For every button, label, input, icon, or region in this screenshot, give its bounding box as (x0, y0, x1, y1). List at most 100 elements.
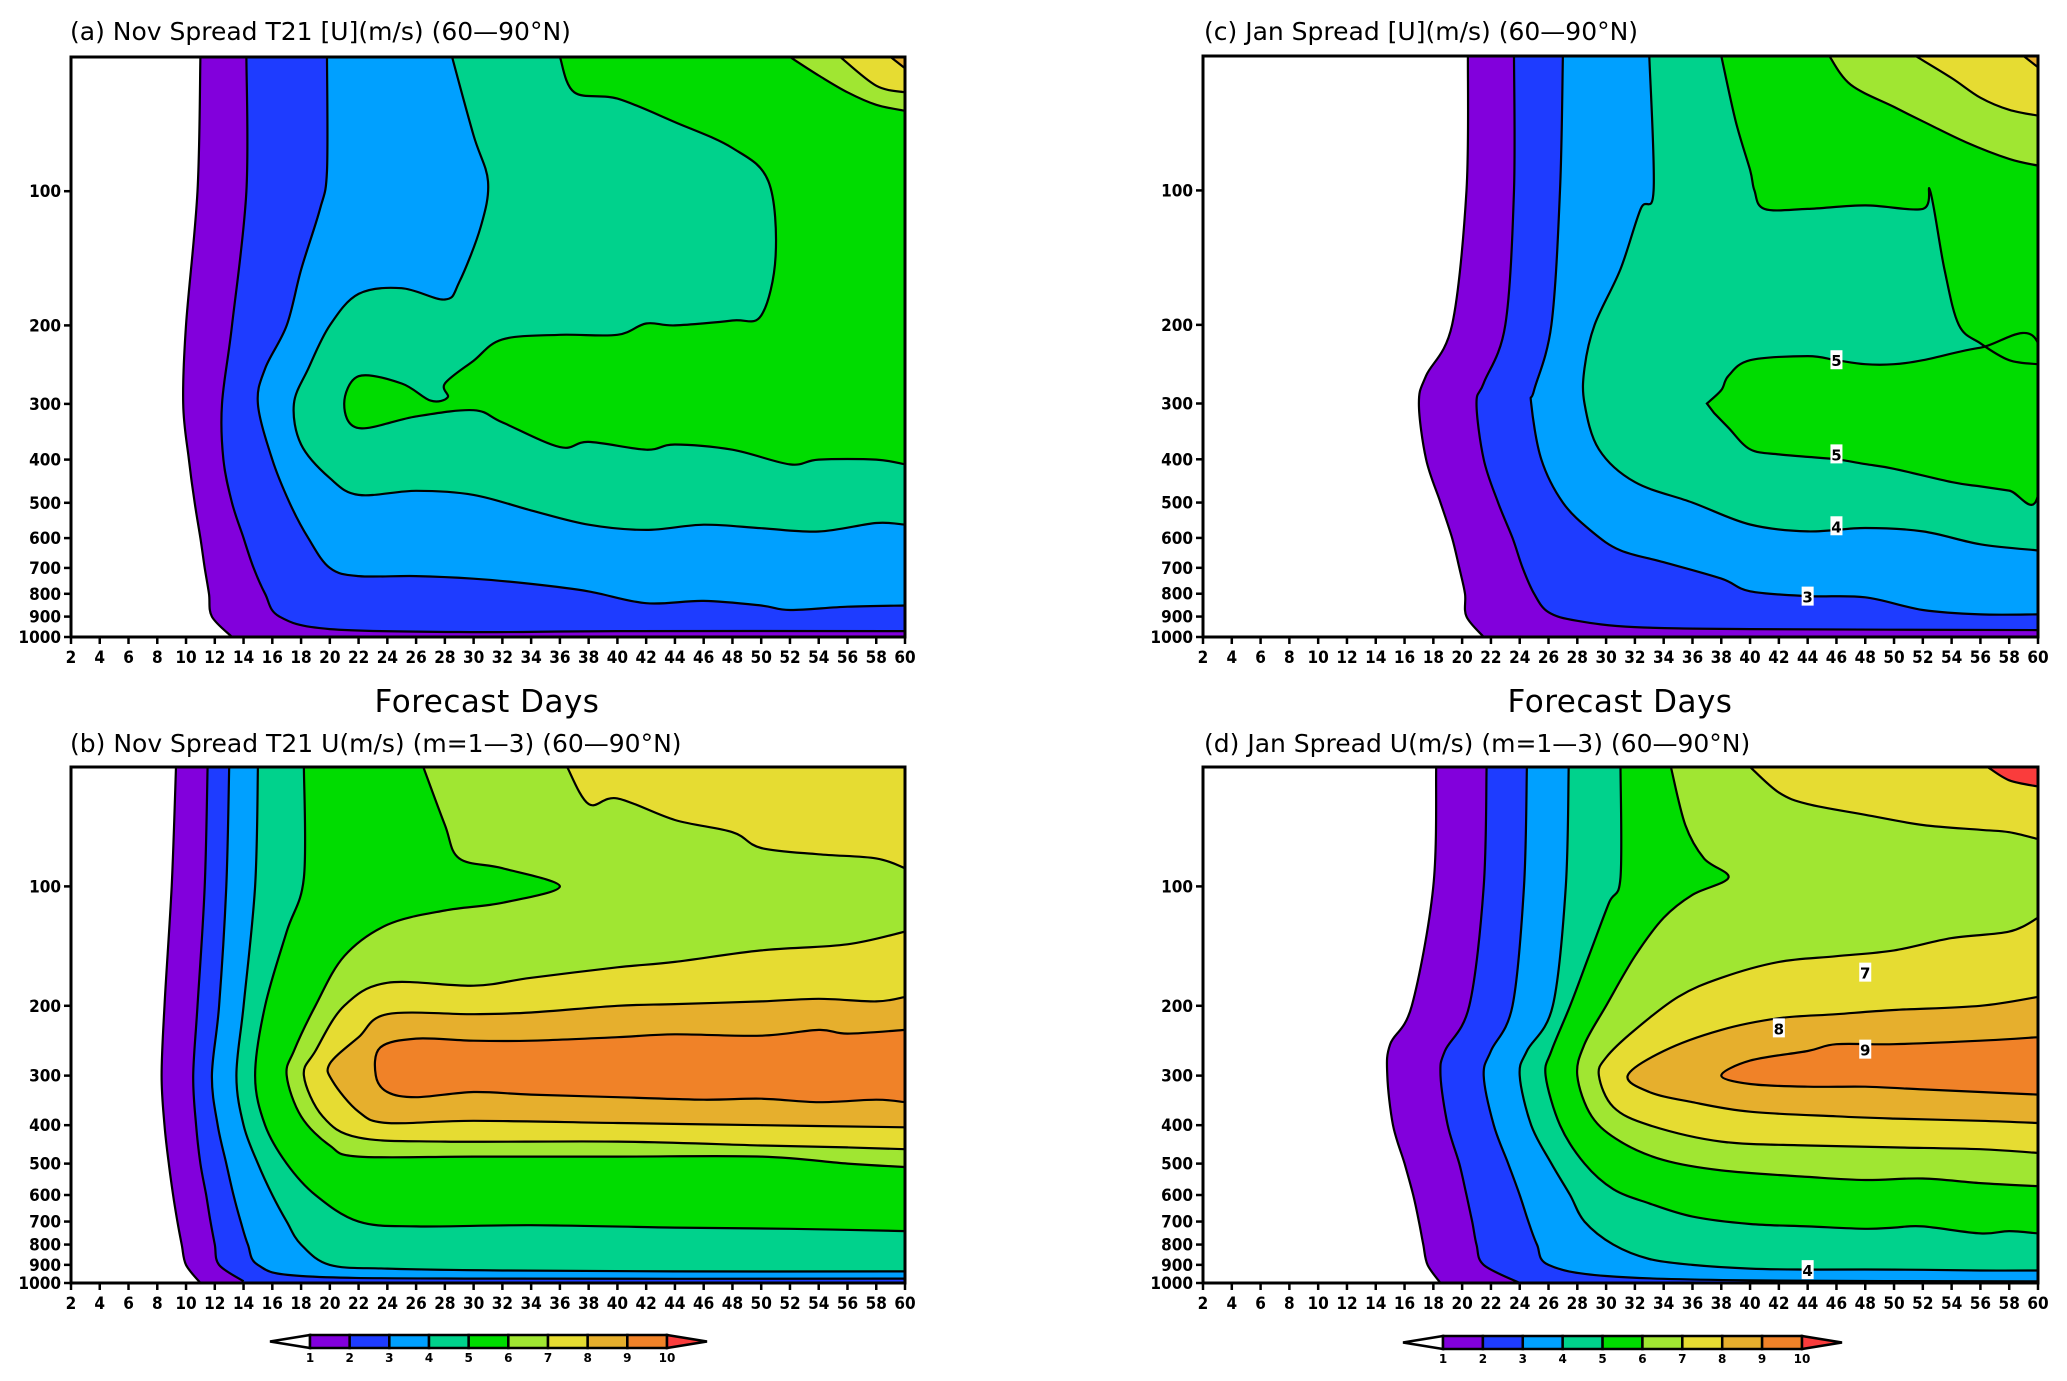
y-tick-label: 1000 (18, 1274, 61, 1294)
plot-frame (1201, 765, 2040, 1285)
x-tick-label: 60 (894, 1294, 915, 1314)
x-tick-label: 12 (1336, 648, 1357, 668)
contour-label: 5 (1830, 350, 1843, 370)
x-tick-label: 32 (492, 648, 513, 668)
colorbar-box-2 (1481, 1334, 1525, 1351)
colorbar-box-8 (1720, 1334, 1764, 1351)
contour-line-7 (1749, 767, 2038, 841)
x-tick-label: 26 (405, 1294, 426, 1314)
contour-label-text: 7 (1860, 965, 1870, 983)
contour-line-5 (253, 767, 905, 1233)
colorbar-box-9 (626, 1333, 669, 1350)
x-tick-label: 44 (664, 1294, 685, 1314)
contour-line-4 (235, 767, 905, 1273)
x-tick-label: 8 (1284, 648, 1295, 668)
colorbar-arrow-low (269, 1333, 312, 1350)
x-tick-label: 56 (837, 648, 858, 668)
x-tick-label: 4 (94, 1294, 105, 1314)
x-tick-label: 30 (463, 1294, 484, 1314)
contour-line-6 (1828, 56, 2038, 167)
x-tick-label: 58 (866, 1294, 887, 1314)
contour-label: 3 (1801, 586, 1814, 607)
x-tick-label: 34 (1653, 1294, 1674, 1314)
contour-line-8 (2022, 56, 2038, 69)
y-tick-label: 500 (1161, 494, 1193, 514)
contour-lines (181, 57, 905, 637)
colorbar-label: 5 (1598, 1352, 1606, 1366)
y-tick-label: 400 (1161, 450, 1193, 470)
x-tick-label: 26 (1538, 648, 1559, 668)
contour-line-3 (1529, 56, 2038, 616)
contour-line-5 (343, 57, 905, 466)
colorbar-label: 3 (1519, 1352, 1527, 1366)
colorbar-label: 4 (425, 1351, 433, 1365)
x-tick-label: 24 (1509, 1294, 1530, 1314)
plot-frame (69, 55, 907, 639)
x-tick-label: 20 (1451, 648, 1472, 668)
x-tick-label: 48 (722, 1294, 743, 1314)
colorbar-label: 2 (345, 1351, 353, 1365)
colorbar-box-4 (427, 1333, 470, 1350)
x-tick-label: 52 (1912, 648, 1933, 668)
contour-line-5 (1544, 767, 2038, 1235)
x-tick-label: 42 (1768, 648, 1789, 668)
x-tick-label: 26 (405, 648, 426, 668)
colorbar-box-1 (1441, 1334, 1485, 1351)
y-tick-label: 100 (1161, 181, 1193, 201)
panel-c: (c) Jan Spread [U](m/s) (60—90°N) 554310… (1150, 17, 2048, 668)
x-tick-label: 34 (520, 1294, 541, 1314)
contour-line-2 (220, 57, 905, 634)
contour-line-2 (1439, 767, 1521, 1283)
panel-title: (b) Nov Spread T21 U(m/s) (m=1—3) (60—90… (70, 729, 682, 758)
contour-lines (160, 767, 905, 1283)
x-tick-label: 38 (1711, 1294, 1732, 1314)
colorbar-label: 3 (385, 1351, 393, 1365)
contour-lines (1417, 56, 2038, 637)
colorbar-box-8 (586, 1333, 629, 1350)
x-tick-label: 50 (751, 648, 772, 668)
y-tick-label: 800 (29, 1236, 61, 1256)
contour-label: 5 (1830, 444, 1843, 464)
colorbar-box-7 (546, 1333, 589, 1350)
x-tick-label: 36 (549, 648, 570, 668)
y-tick-label: 100 (29, 182, 61, 202)
contour-line-4 (292, 57, 905, 533)
x-tick-label: 48 (1855, 648, 1876, 668)
x-axis: 2 4 6 8 10 12 14 16 18 20 22 24 26 28 30 32 34 36 38 40 42 44… (1198, 637, 2049, 668)
contour-label: 4 (1801, 1260, 1814, 1280)
contour-label-text: 4 (1802, 1262, 1812, 1280)
x-tick-label: 6 (1255, 1294, 1266, 1314)
y-tick-label: 700 (29, 1213, 61, 1233)
x-tick-label: 26 (1538, 1294, 1559, 1314)
x-tick-label: 16 (262, 648, 283, 668)
x-tick-label: 30 (1595, 648, 1616, 668)
y-tick-label: 600 (1161, 529, 1193, 549)
x-tick-label: 34 (520, 648, 541, 668)
contour-band-9 (374, 1029, 905, 1103)
y-tick-label: 600 (29, 529, 61, 549)
x-tick-label: 34 (1653, 648, 1674, 668)
y-tick-label: 400 (29, 451, 61, 471)
x-tick-label: 60 (2027, 648, 2048, 668)
x-tick-label: 58 (1999, 648, 2020, 668)
contour-line-4 (1581, 56, 2038, 552)
x-tick-label: 32 (1624, 1294, 1645, 1314)
x-tick-label: 54 (1941, 1294, 1962, 1314)
x-tick-label: 6 (123, 648, 134, 668)
x-tick-label: 10 (175, 1294, 196, 1314)
x-tick-label: 38 (578, 648, 599, 668)
colorbar-box-7 (1681, 1334, 1724, 1351)
contour-fills (1203, 56, 2038, 637)
y-tick-label: 500 (29, 1155, 61, 1175)
colorbar-box-6 (1641, 1334, 1684, 1351)
x-tick-label: 24 (1509, 648, 1530, 668)
y-tick-label: 800 (1161, 1236, 1193, 1256)
colorbar-label: 1 (1439, 1352, 1447, 1366)
colorbar-label: 7 (1678, 1352, 1686, 1366)
x-tick-label: 50 (751, 1294, 772, 1314)
x-tick-label: 54 (1941, 648, 1962, 668)
